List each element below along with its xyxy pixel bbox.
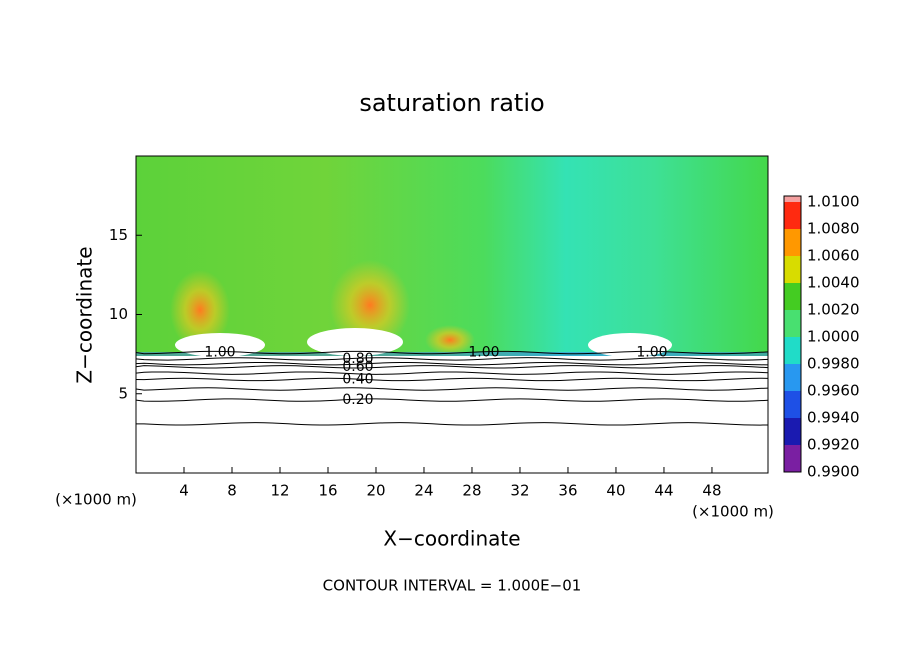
contour-line [135, 377, 769, 382]
colorbar-label: 0.9960 [807, 382, 860, 400]
colorbar-band [784, 229, 801, 256]
x-tick-label: 32 [510, 482, 529, 500]
colorbar-label: 1.0100 [807, 193, 860, 211]
x-tick-label: 16 [318, 482, 337, 500]
colorbar-band [784, 364, 801, 391]
x-tick-label: 36 [558, 482, 577, 500]
x-tick-label: 28 [462, 482, 481, 500]
contour-line [135, 422, 769, 426]
x-tick-label: 8 [227, 482, 237, 500]
colorbar-label: 1.0040 [807, 274, 860, 292]
x-tick-label: 40 [606, 482, 625, 500]
colorbar-band [784, 256, 801, 283]
y-tick-label: 10 [109, 305, 128, 323]
colorbar-frame [783, 195, 802, 473]
colorbar-band [784, 283, 801, 310]
y-axis-label: Z−coordinate [73, 246, 97, 383]
contour-line [135, 371, 769, 375]
colorbar-label: 0.9940 [807, 409, 860, 427]
colorbar-label: 0.9980 [807, 355, 860, 373]
colorbar-label: 0.9900 [807, 463, 860, 481]
y-tick-label: 15 [109, 226, 128, 244]
x-tick-label: 20 [366, 482, 385, 500]
x-axis-label: X−coordinate [383, 527, 520, 551]
colorbar-label: 1.0060 [807, 247, 860, 265]
x-tick-label: 44 [654, 482, 673, 500]
colorbar-band [784, 202, 801, 229]
x-tick-label: 4 [179, 482, 189, 500]
contour-label: 1.00 [636, 345, 667, 361]
x-tick-label: 48 [702, 482, 721, 500]
contour-line [135, 387, 769, 391]
contour-line [135, 398, 769, 402]
colorbar-label: 0.9920 [807, 436, 860, 454]
contour-label: 0.60 [342, 359, 373, 375]
contour-line [135, 357, 769, 361]
footer: CONTOUR INTERVAL = 1.000E−01 [323, 577, 582, 595]
x-tick-label: 12 [270, 482, 289, 500]
contour-label: 1.00 [204, 345, 235, 361]
colorbar-label: 1.0080 [807, 220, 860, 238]
contour-label: 0.20 [342, 392, 373, 408]
colorbar-band [784, 445, 801, 472]
x-tick-label: 24 [414, 482, 433, 500]
colorbar-band [784, 196, 801, 202]
contour-label: 0.80 [342, 351, 373, 367]
colorbar-band [784, 337, 801, 364]
x-unit: (×1000 m) [55, 491, 137, 509]
colorbar-label: 1.0020 [807, 301, 860, 319]
colorbar-band [784, 391, 801, 418]
field [136, 156, 768, 473]
y-tick-label: 5 [118, 384, 128, 402]
contour-label: 1.00 [468, 345, 499, 361]
contour-line [135, 361, 769, 366]
contour-line [135, 365, 769, 369]
contour-label: 0.40 [342, 371, 373, 387]
x-unit: (×1000 m) [692, 503, 774, 521]
chart-title: saturation ratio [359, 89, 544, 117]
colorbar-band [784, 310, 801, 337]
colorbar-band [784, 418, 801, 445]
colorbar-label: 1.0000 [807, 328, 860, 346]
contour-line [135, 350, 769, 355]
